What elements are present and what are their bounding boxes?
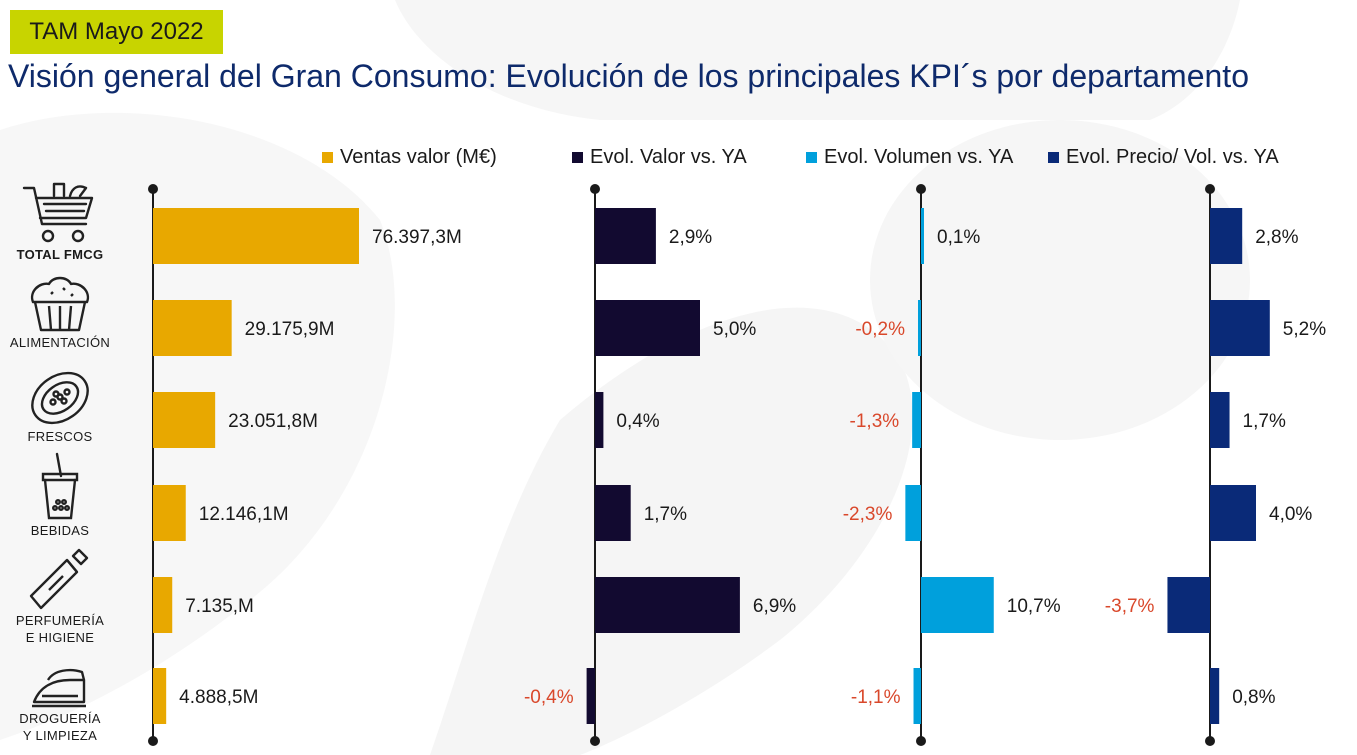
category-label: ALIMENTACIÓN	[9, 335, 111, 350]
category-total-fmcg: TOTAL FMCG	[0, 180, 130, 263]
data-label: -3,7%	[1105, 596, 1155, 617]
bar	[918, 300, 921, 356]
bar	[595, 392, 604, 448]
axis-end-dot	[916, 736, 926, 746]
category-label: PERFUMERÍA E HIGIENE	[15, 613, 105, 645]
axis-end-dot	[148, 736, 158, 746]
data-label: -1,1%	[851, 687, 901, 708]
data-label: -0,4%	[524, 687, 574, 708]
bar	[153, 392, 216, 448]
legend-label: Evol. Precio/ Vol. vs. YA	[1066, 146, 1279, 168]
legend-label: Evol. Valor vs. YA	[590, 146, 747, 168]
data-label: 0,4%	[616, 411, 659, 432]
axis-end-dot	[1205, 736, 1215, 746]
data-label: 2,9%	[669, 227, 712, 248]
bar	[1210, 208, 1243, 264]
legend-valor: Evol. Valor vs. YA	[572, 146, 747, 169]
bar	[1210, 668, 1220, 724]
category-drogueria: DROGUERÍA Y LIMPIEZA	[0, 666, 130, 744]
data-label: 0,8%	[1232, 687, 1275, 708]
iron-icon	[32, 668, 86, 708]
category-label: DROGUERÍA Y LIMPIEZA	[19, 711, 101, 743]
bar	[153, 208, 359, 264]
category-frescos: FRESCOS	[0, 366, 130, 445]
data-label: -1,3%	[850, 411, 900, 432]
bar	[153, 668, 167, 724]
data-label: 12.146,1M	[199, 504, 289, 525]
legend-swatch-precio	[1048, 152, 1059, 163]
axis-end-dot	[148, 184, 158, 194]
axis-end-dot	[1205, 184, 1215, 194]
bar	[1210, 392, 1230, 448]
data-label: 5,0%	[713, 319, 756, 340]
bar	[595, 577, 740, 633]
data-label: 10,7%	[1007, 596, 1061, 617]
data-label: 29.175,9M	[245, 319, 335, 340]
bar	[913, 668, 921, 724]
bar	[921, 577, 994, 633]
data-label: 1,7%	[1243, 411, 1286, 432]
page-title: Visión general del Gran Consumo: Evoluci…	[8, 58, 1249, 94]
legend-precio: Evol. Precio/ Vol. vs. YA	[1048, 146, 1279, 169]
data-label: 23.051,8M	[228, 411, 318, 432]
category-perfumeria: PERFUMERÍA E HIGIENE	[0, 546, 130, 646]
bar	[595, 300, 700, 356]
data-label: 7.135,M	[185, 596, 254, 617]
papaya-icon	[31, 371, 89, 425]
data-label: -0,2%	[855, 319, 905, 340]
data-label: 4.888,5M	[179, 687, 258, 708]
legend-swatch-valor	[572, 152, 583, 163]
bar	[912, 392, 921, 448]
drink-cup-icon	[41, 452, 79, 520]
shopping-cart-icon	[22, 182, 94, 243]
axis-end-dot	[590, 184, 600, 194]
bar	[595, 485, 631, 541]
legend-swatch-ventas	[322, 152, 333, 163]
category-label: FRESCOS	[27, 429, 93, 444]
bar	[153, 577, 173, 633]
cream-tube-icon	[29, 548, 89, 610]
legend-volumen: Evol. Volumen vs. YA	[806, 146, 1013, 169]
period-badge: TAM Mayo 2022	[10, 10, 223, 54]
muffin-icon	[30, 276, 90, 332]
data-label: 76.397,3M	[372, 227, 462, 248]
data-label: 1,7%	[644, 504, 687, 525]
bar	[1167, 577, 1210, 633]
data-label: -2,3%	[843, 504, 893, 525]
bar	[595, 208, 656, 264]
data-label: 4,0%	[1269, 504, 1312, 525]
data-label: 2,8%	[1255, 227, 1298, 248]
category-bebidas: BEBIDAS	[0, 452, 130, 539]
bar	[1210, 300, 1270, 356]
legend-label: Evol. Volumen vs. YA	[824, 146, 1014, 168]
category-label: BEBIDAS	[30, 523, 90, 538]
bar	[905, 485, 921, 541]
bar	[153, 485, 186, 541]
bar	[1210, 485, 1256, 541]
data-label: 5,2%	[1283, 319, 1326, 340]
bar	[153, 300, 232, 356]
axis-end-dot	[590, 736, 600, 746]
data-label: 6,9%	[753, 596, 796, 617]
legend-ventas: Ventas valor (M€)	[322, 146, 497, 169]
bar	[586, 668, 595, 724]
bar	[921, 208, 924, 264]
legend-swatch-volumen	[806, 152, 817, 163]
data-label: 0,1%	[937, 227, 980, 248]
category-label: TOTAL FMCG	[16, 247, 104, 262]
axis-end-dot	[916, 184, 926, 194]
category-alimentacion: ALIMENTACIÓN	[0, 272, 130, 351]
legend-label: Ventas valor (M€)	[340, 146, 497, 168]
